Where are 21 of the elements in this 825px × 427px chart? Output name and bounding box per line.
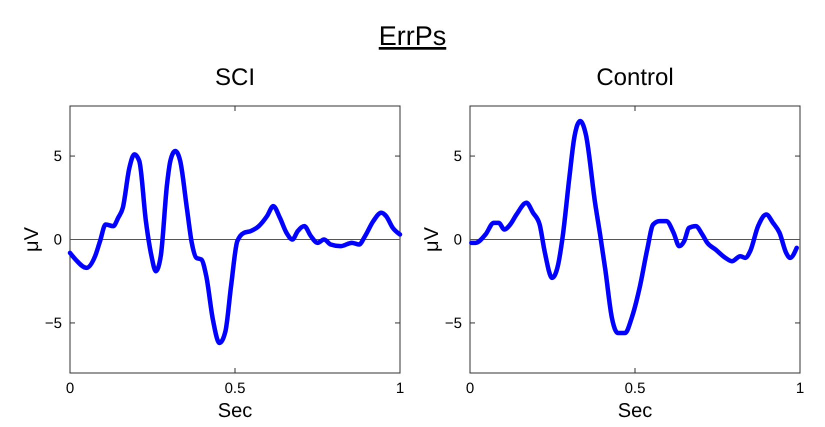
x-tick-label: 0 xyxy=(66,380,74,397)
y-axis-title: μV xyxy=(21,226,43,252)
y-tick-label: 5 xyxy=(454,148,462,166)
line-series xyxy=(469,118,799,336)
y-axis-title: μV xyxy=(421,226,443,252)
y-tick-label: −5 xyxy=(444,314,462,332)
chart-title: Control xyxy=(596,64,674,91)
x-tick-label: 1 xyxy=(796,380,804,397)
x-axis-title: Sec xyxy=(218,400,252,422)
y-tick-label: 5 xyxy=(54,148,62,166)
y-tick-label: 0 xyxy=(454,232,462,248)
line-series xyxy=(68,148,402,346)
x-tick-label: 0 xyxy=(466,380,474,397)
chart-title: SCI xyxy=(214,64,256,91)
x-tick-label: 0.5 xyxy=(624,380,646,397)
x-tick-label: 1 xyxy=(396,380,404,397)
y-tick-label: −5 xyxy=(44,314,62,332)
x-tick-label: 0.5 xyxy=(224,380,246,397)
text: ErrPs xyxy=(378,21,446,51)
y-tick-label: 0 xyxy=(54,232,62,248)
x-axis-title: Sec xyxy=(618,400,652,422)
